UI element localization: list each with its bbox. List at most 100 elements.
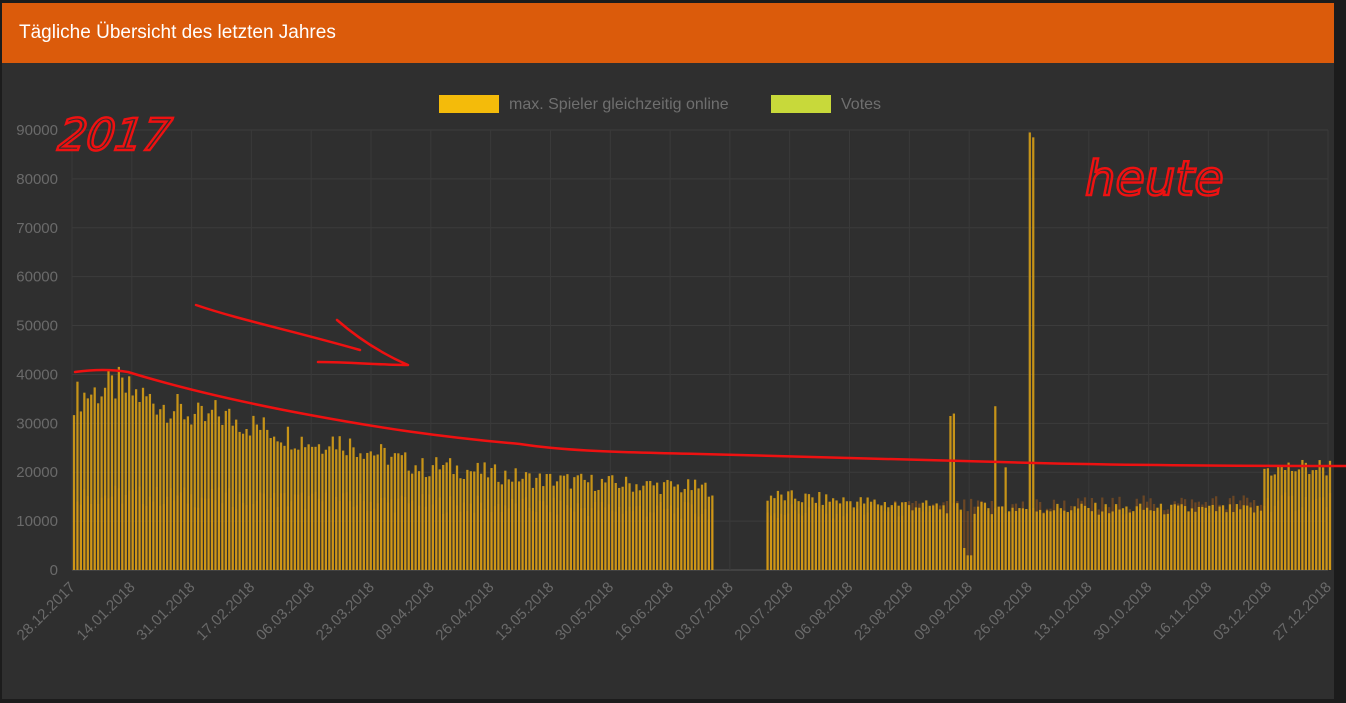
bar-players — [1104, 504, 1107, 570]
bar-players — [231, 425, 234, 570]
bar-players — [1142, 509, 1145, 570]
bar-players — [438, 469, 441, 570]
bar-players — [335, 449, 338, 570]
bar-players — [649, 480, 652, 570]
bar-players — [93, 387, 96, 570]
bar-players — [576, 475, 579, 570]
bar-players — [493, 464, 497, 570]
bar-players — [1194, 511, 1197, 570]
bar-players — [442, 464, 445, 570]
bar-players — [1321, 467, 1325, 570]
bar-players — [645, 481, 648, 570]
bar-players — [486, 477, 490, 570]
bar-players — [1059, 508, 1062, 570]
bar-players — [1259, 510, 1263, 570]
bar-players — [876, 504, 880, 570]
bar-players — [559, 475, 562, 570]
bar-players — [1318, 460, 1321, 570]
bar-players — [600, 478, 604, 570]
bar-players — [238, 431, 241, 570]
bar-players — [190, 424, 193, 570]
bar-players — [159, 409, 162, 570]
bar-players — [535, 477, 538, 570]
bar-players — [1297, 469, 1301, 570]
bar-players — [148, 393, 152, 570]
bar-players — [683, 488, 686, 570]
bar-players — [255, 424, 258, 570]
legend[interactable]: max. Spieler gleichzeitig online Votes — [439, 95, 881, 113]
bar-players — [128, 376, 131, 570]
bar-players — [473, 471, 476, 570]
bar-votes — [963, 499, 966, 570]
bar-players — [656, 482, 659, 570]
x-tick-label: 30.10.2018 — [1090, 579, 1155, 644]
bar-players — [1266, 468, 1270, 570]
bar-players — [866, 497, 869, 570]
bar-players — [662, 482, 666, 570]
bar-players — [414, 465, 417, 570]
bar-players — [269, 438, 272, 570]
arrow-down-right-icon — [194, 303, 362, 352]
bar-players — [945, 513, 949, 570]
bar-players — [297, 449, 300, 570]
bar-players — [604, 482, 607, 570]
bar-players — [1021, 508, 1025, 570]
bar-players — [780, 494, 783, 570]
bar-players — [1197, 506, 1200, 570]
bar-players — [483, 462, 486, 570]
bar-players — [680, 492, 683, 570]
bar-players — [1304, 462, 1307, 570]
bar-players — [566, 474, 569, 570]
bar-players — [300, 436, 303, 570]
bar-players — [466, 469, 469, 570]
bar-players — [248, 435, 252, 570]
bar-players — [621, 486, 624, 570]
x-tick-label: 27.12.2018 — [1270, 579, 1335, 644]
bar-players — [138, 401, 141, 570]
bar-players — [307, 444, 310, 570]
bar-players — [1239, 509, 1242, 570]
bar-players — [393, 453, 397, 570]
y-tick-label: 30000 — [16, 415, 58, 432]
bar-players — [193, 413, 196, 570]
legend-swatch-players — [439, 95, 499, 113]
bar-players — [1066, 511, 1069, 570]
bar-players — [1173, 504, 1176, 570]
bar-players — [518, 481, 521, 570]
bar-players — [942, 505, 945, 570]
bar-players — [476, 462, 479, 570]
bar-players — [804, 493, 807, 570]
bar-players — [210, 409, 214, 570]
bar-players — [1242, 505, 1245, 570]
panel-title: Tägliche Übersicht des letzten Jahres — [2, 3, 1334, 63]
x-tick-label: 09.04.2018 — [373, 579, 438, 644]
bar-players — [697, 488, 700, 570]
bar-players — [186, 416, 189, 570]
bar-players — [259, 429, 262, 570]
bar-players — [1014, 510, 1018, 570]
bar-players — [1215, 511, 1218, 570]
bar-players — [1273, 474, 1276, 570]
x-tick-label: 14.01.2018 — [74, 579, 139, 644]
bar-players — [1294, 471, 1297, 570]
bar-players — [1287, 462, 1290, 570]
bar-players — [331, 436, 334, 570]
x-tick-label: 26.04.2018 — [432, 579, 497, 644]
bar-players — [531, 487, 535, 570]
bar-players — [117, 366, 120, 570]
x-tick-label: 26.09.2018 — [971, 579, 1036, 644]
bar-players — [614, 482, 617, 570]
bar-players — [938, 509, 942, 570]
bar-players — [859, 497, 862, 570]
bar-players — [328, 446, 331, 570]
x-tick-label: 06.03.2018 — [253, 579, 318, 644]
bar-players — [956, 503, 959, 570]
bar-players — [1070, 510, 1073, 570]
bar-players — [345, 455, 348, 570]
bar-players — [1090, 511, 1094, 570]
bar-players — [949, 416, 952, 570]
bar-players — [1001, 506, 1004, 570]
bar-players — [766, 500, 769, 570]
bar-players — [224, 410, 227, 570]
bar-players — [179, 403, 183, 570]
